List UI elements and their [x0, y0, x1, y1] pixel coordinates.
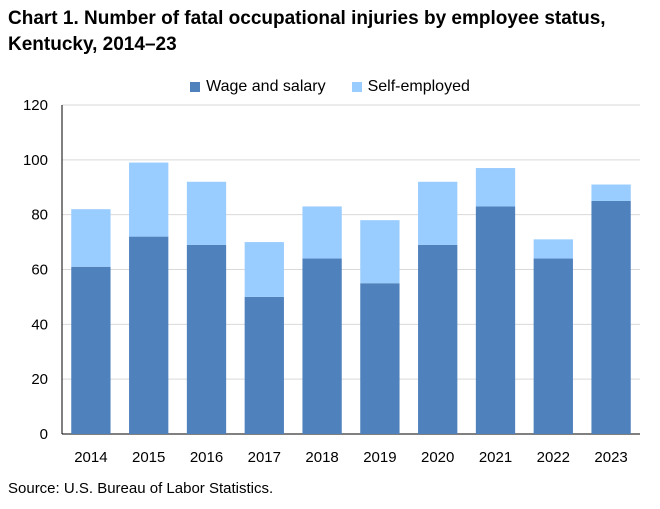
- bar-wage-and-salary: [244, 296, 284, 434]
- bar-wage-and-salary: [186, 244, 227, 434]
- legend-label-wage: Wage and salary: [206, 78, 326, 95]
- bar-self-employed: [129, 162, 169, 237]
- bar-wage-and-salary: [533, 258, 573, 434]
- x-tick-label: 2019: [363, 449, 396, 466]
- bar-self-employed: [302, 206, 342, 259]
- bar-self-employed: [71, 209, 111, 267]
- legend-swatch-wage: [190, 82, 201, 92]
- bar-wage-and-salary: [418, 244, 458, 434]
- x-tick-label: 2020: [421, 449, 454, 466]
- bar-self-employed: [591, 184, 631, 201]
- bar-wage-and-salary: [591, 200, 631, 434]
- legend-item-wage: Wage and salary: [190, 78, 326, 96]
- y-tick-label: 40: [31, 316, 48, 333]
- legend-swatch-self: [351, 82, 362, 92]
- chart-title: Chart 1. Number of fatal occupational in…: [8, 8, 606, 55]
- x-tick-label: 2018: [305, 449, 338, 466]
- x-tick-label: 2016: [190, 449, 223, 466]
- bar-self-employed: [418, 181, 458, 245]
- y-tick-label: 80: [31, 207, 48, 224]
- legend-label-self: Self-employed: [367, 78, 470, 95]
- bar-wage-and-salary: [360, 283, 400, 434]
- y-tick-label: 100: [23, 152, 48, 169]
- bar-self-employed: [244, 242, 284, 297]
- y-tick-label: 20: [31, 371, 48, 388]
- bar-wage-and-salary: [475, 206, 516, 434]
- bar-wage-and-salary: [129, 236, 169, 434]
- source-note: Source: U.S. Bureau of Labor Statistics.: [8, 480, 274, 497]
- y-tick-label: 60: [31, 262, 48, 279]
- x-tick-label: 2021: [479, 449, 512, 466]
- x-tick-label: 2015: [132, 449, 165, 466]
- legend-item-self: Self-employed: [351, 78, 470, 96]
- x-tick-label: 2014: [74, 449, 107, 466]
- bar-wage-and-salary: [71, 266, 111, 434]
- x-tick-label: 2017: [248, 449, 281, 466]
- legend: Wage and salary Self-employed: [0, 78, 660, 96]
- y-tick-label: 0: [40, 426, 48, 443]
- y-tick-label: 120: [23, 97, 48, 114]
- bar-self-employed: [533, 239, 573, 259]
- x-tick-label: 2023: [594, 449, 627, 466]
- x-tick-label: 2022: [537, 449, 570, 466]
- bar-self-employed: [475, 168, 516, 207]
- bar-wage-and-salary: [302, 258, 342, 434]
- bar-self-employed: [186, 181, 227, 245]
- bar-self-employed: [360, 220, 400, 284]
